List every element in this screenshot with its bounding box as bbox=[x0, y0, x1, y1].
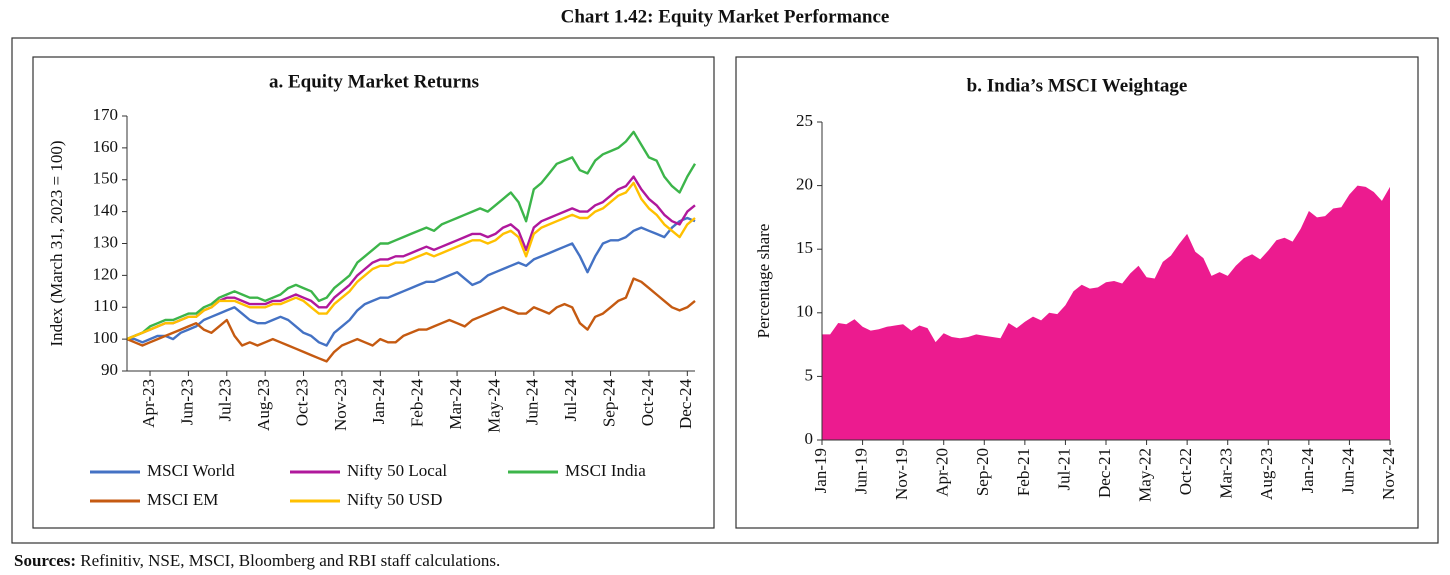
panel-frame bbox=[32, 56, 715, 529]
y-tick-label: 170 bbox=[93, 105, 119, 124]
x-tick-label: Jul-23 bbox=[216, 379, 235, 422]
x-tick-label: Aug-23 bbox=[254, 379, 273, 431]
x-tick-label: Jan-19 bbox=[811, 448, 830, 493]
series-line bbox=[127, 216, 696, 347]
y-tick-label: 20 bbox=[796, 175, 813, 194]
x-tick-label: Mar-24 bbox=[446, 379, 465, 430]
y-axis-label: Percentage share bbox=[754, 224, 773, 339]
y-tick-label: 120 bbox=[93, 264, 119, 283]
y-tick-label: 130 bbox=[93, 232, 119, 251]
series-line bbox=[126, 130, 697, 341]
x-tick-label: Aug-23 bbox=[1257, 448, 1276, 500]
x-tick-label: May-22 bbox=[1135, 448, 1154, 502]
x-tick-label: Apr-23 bbox=[139, 379, 158, 428]
x-tick-label: Feb-21 bbox=[1014, 448, 1033, 496]
x-tick-label: Jan-24 bbox=[1298, 448, 1317, 494]
x-tick-label: Sep-24 bbox=[599, 379, 618, 428]
sources-label: Sources: bbox=[14, 551, 76, 570]
legend-label: MSCI EM bbox=[147, 490, 218, 509]
y-tick-label: 10 bbox=[796, 302, 813, 321]
x-tick-label: Jun-23 bbox=[177, 379, 196, 425]
legend-label: Nifty 50 Local bbox=[347, 461, 447, 480]
y-tick-label: 110 bbox=[93, 296, 118, 315]
x-tick-label: Nov-24 bbox=[1379, 448, 1398, 500]
chart-title: b. India’s MSCI Weightage bbox=[967, 75, 1188, 96]
x-tick-label: Apr-20 bbox=[933, 448, 952, 497]
x-tick-label: Oct-24 bbox=[638, 379, 657, 427]
page-title: Chart 1.42: Equity Market Performance bbox=[561, 6, 890, 27]
x-tick-label: Jul-24 bbox=[561, 379, 580, 422]
outer-frame bbox=[11, 37, 1439, 544]
legend-label: Nifty 50 USD bbox=[347, 490, 442, 509]
area bbox=[822, 185, 1390, 440]
x-tick-label: Sep-20 bbox=[973, 448, 992, 496]
series-line bbox=[126, 277, 696, 363]
legend-label: MSCI India bbox=[565, 461, 646, 480]
series-line bbox=[126, 175, 696, 341]
x-tick-label: Nov-23 bbox=[331, 379, 350, 431]
sources-text: Refinitiv, NSE, MSCI, Bloomberg and RBI … bbox=[80, 551, 500, 570]
x-tick-label: Jun-19 bbox=[851, 448, 870, 494]
x-tick-label: Mar-23 bbox=[1217, 448, 1236, 499]
y-tick-label: 100 bbox=[93, 328, 119, 347]
x-tick-label: Jun-24 bbox=[523, 379, 542, 426]
y-tick-label: 15 bbox=[796, 238, 813, 257]
x-tick-label: Nov-19 bbox=[892, 448, 911, 500]
x-tick-label: Jul-21 bbox=[1054, 448, 1073, 491]
sources: Sources: Refinitiv, NSE, MSCI, Bloomberg… bbox=[14, 551, 500, 570]
chart-title: a. Equity Market Returns bbox=[269, 71, 479, 92]
x-tick-label: May-24 bbox=[484, 379, 503, 433]
legend-label: MSCI World bbox=[147, 461, 235, 480]
y-axis-label: Index (March 31, 2023 = 100) bbox=[47, 141, 66, 347]
x-tick-label: Jun-24 bbox=[1338, 448, 1357, 495]
x-tick-label: Dec-21 bbox=[1095, 448, 1114, 498]
x-tick-label: Oct-23 bbox=[292, 379, 311, 426]
y-tick-label: 90 bbox=[101, 360, 118, 379]
x-tick-label: Feb-24 bbox=[408, 379, 427, 428]
y-tick-label: 25 bbox=[796, 111, 813, 130]
x-tick-label: Oct-22 bbox=[1176, 448, 1195, 495]
x-tick-label: Jan-24 bbox=[369, 379, 388, 425]
y-tick-label: 160 bbox=[93, 137, 119, 156]
y-tick-label: 0 bbox=[805, 429, 814, 448]
panel-frame bbox=[735, 56, 1419, 529]
x-tick-label: Dec-24 bbox=[676, 379, 695, 430]
series-line bbox=[126, 181, 696, 341]
y-tick-label: 140 bbox=[93, 201, 119, 220]
y-tick-label: 5 bbox=[805, 365, 814, 384]
y-tick-label: 150 bbox=[93, 169, 119, 188]
